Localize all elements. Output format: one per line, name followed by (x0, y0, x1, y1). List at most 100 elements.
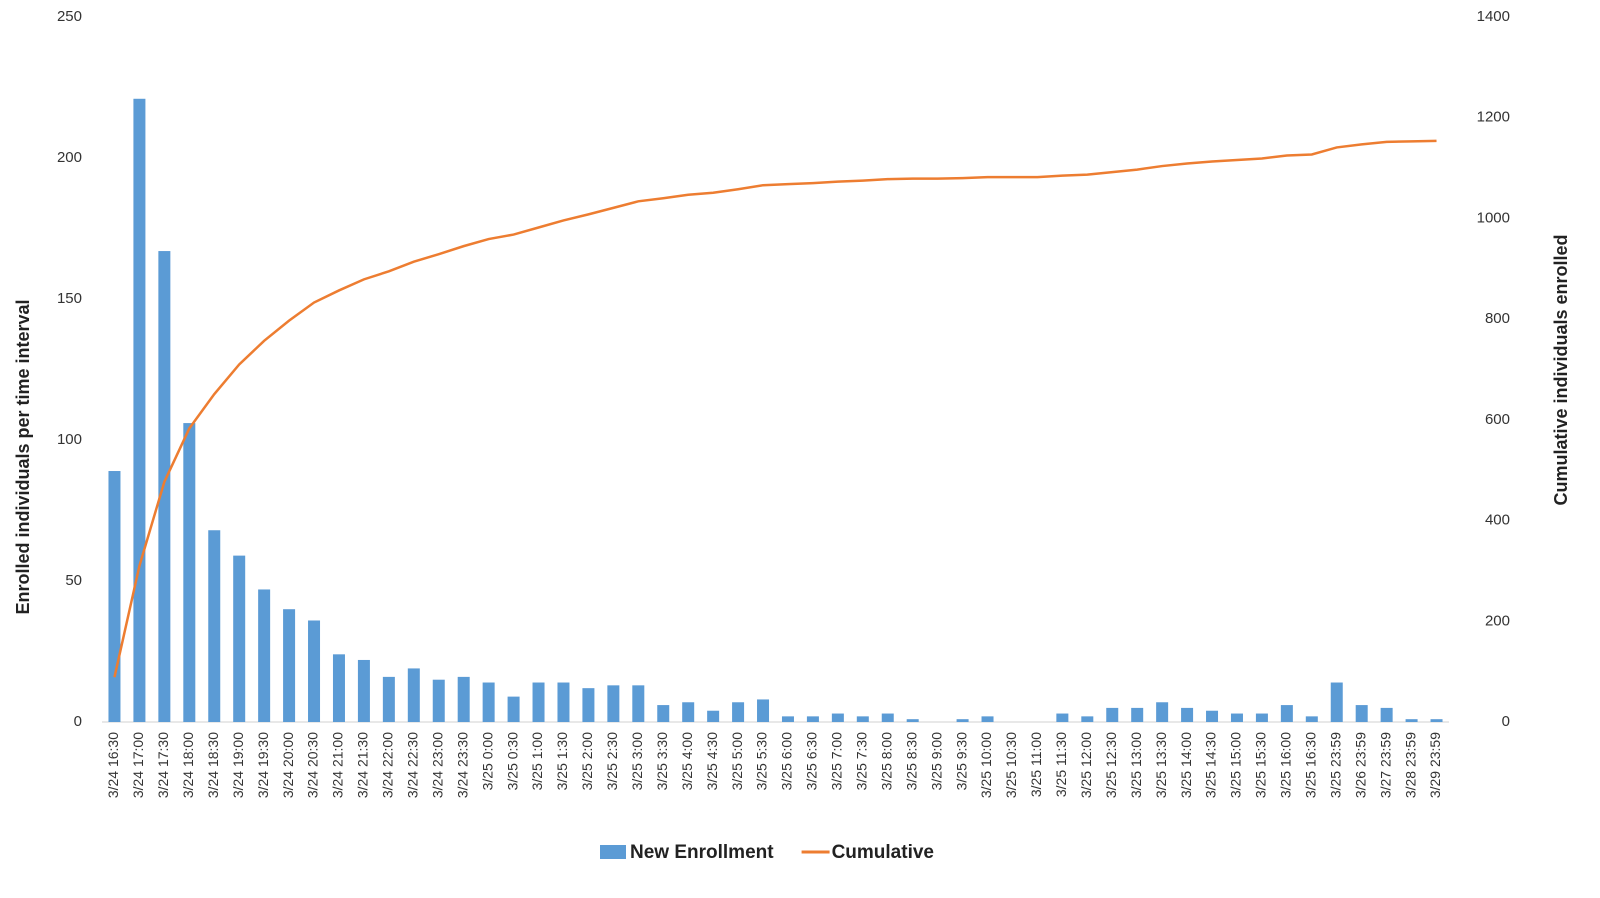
y-tick-label: 0 (74, 713, 82, 730)
bar (183, 423, 196, 722)
bar (1430, 719, 1443, 722)
bar (332, 654, 345, 722)
x-tick-label: 3/26 23:59 (1352, 732, 1368, 798)
bar (1280, 705, 1293, 722)
bar (133, 98, 146, 722)
x-tick-label: 3/25 13:00 (1128, 732, 1144, 798)
x-tick-label: 3/25 23:59 (1327, 732, 1343, 798)
bar (208, 530, 221, 722)
bar (657, 705, 670, 722)
x-tick-label: 3/25 10:30 (1003, 732, 1019, 798)
x-tick-label: 3/25 8:30 (903, 732, 919, 791)
bar (1131, 707, 1144, 722)
x-tick-label: 3/25 12:00 (1078, 732, 1094, 798)
bar (532, 682, 545, 722)
bar (1206, 710, 1219, 722)
bar (1230, 713, 1243, 722)
bar (158, 251, 171, 722)
y-tick-label: 150 (57, 290, 82, 307)
x-tick-label: 3/25 7:00 (829, 732, 845, 791)
bar (582, 688, 595, 722)
bar (607, 685, 620, 722)
y2-tick-label: 600 (1485, 411, 1510, 428)
bar (981, 716, 994, 722)
x-tick-label: 3/24 17:30 (155, 732, 171, 798)
bar (632, 685, 645, 722)
bar (707, 710, 720, 722)
x-tick-label: 3/25 9:00 (928, 732, 944, 791)
x-tick-label: 3/25 16:30 (1303, 732, 1319, 798)
bar (1106, 707, 1119, 722)
x-tick-label: 3/25 16:00 (1278, 732, 1294, 798)
x-tick-label: 3/25 15:00 (1228, 732, 1244, 798)
x-tick-label: 3/25 4:00 (679, 732, 695, 791)
x-tick-label: 3/25 11:30 (1053, 732, 1069, 797)
bar (407, 668, 420, 722)
x-tick-label: 3/28 23:59 (1402, 732, 1418, 798)
x-tick-label: 3/29 23:59 (1427, 732, 1443, 798)
bar (1380, 707, 1393, 722)
bar (1156, 702, 1169, 722)
y-axis-title: Enrolled individuals per time interval (13, 299, 33, 614)
y-tick-label: 250 (57, 8, 82, 25)
bar (806, 716, 819, 722)
y-tick-label: 100 (57, 431, 82, 448)
y2-axis-title: Cumulative individuals enrolled (1551, 234, 1571, 505)
bar (482, 682, 495, 722)
x-tick-label: 3/25 3:00 (629, 732, 645, 791)
bar (432, 679, 445, 722)
bar (1056, 713, 1069, 722)
bar (1081, 716, 1094, 722)
bar (1255, 713, 1268, 722)
x-tick-label: 3/24 18:30 (205, 732, 221, 798)
x-tick-label: 3/25 9:30 (953, 732, 969, 791)
x-tick-label: 3/25 3:30 (654, 732, 670, 791)
x-tick-label: 3/25 2:00 (579, 732, 595, 791)
bar (757, 699, 770, 722)
x-tick-label: 3/25 15:30 (1253, 732, 1269, 798)
y2-tick-label: 0 (1502, 713, 1510, 730)
bar (233, 555, 246, 722)
x-tick-label: 3/24 20:30 (305, 732, 321, 798)
x-tick-label: 3/25 0:00 (479, 732, 495, 791)
bar (357, 659, 370, 722)
x-tick-label: 3/25 2:30 (604, 732, 620, 791)
x-tick-label: 3/24 20:00 (280, 732, 296, 798)
y2-tick-label: 1400 (1477, 8, 1510, 25)
bar (732, 702, 745, 722)
y-tick-label: 200 (57, 149, 82, 166)
bar (682, 702, 695, 722)
x-tick-label: 3/24 19:00 (230, 732, 246, 798)
y2-tick-label: 1000 (1477, 209, 1510, 226)
bar (258, 589, 271, 722)
bar (1181, 707, 1194, 722)
x-tick-label: 3/25 13:30 (1153, 732, 1169, 798)
x-tick-label: 3/24 18:00 (180, 732, 196, 798)
y-tick-label: 50 (65, 572, 82, 589)
bar (781, 716, 794, 722)
x-tick-label: 3/24 23:00 (429, 732, 445, 798)
x-tick-label: 3/25 1:30 (554, 732, 570, 791)
x-tick-label: 3/24 19:30 (255, 732, 271, 798)
x-tick-label: 3/25 10:00 (978, 732, 994, 798)
bar (283, 609, 296, 722)
y2-tick-label: 800 (1485, 310, 1510, 327)
bar (507, 696, 520, 722)
x-tick-label: 3/25 7:30 (854, 732, 870, 791)
x-tick-label: 3/25 14:30 (1203, 732, 1219, 798)
x-tick-label: 3/25 12:30 (1103, 732, 1119, 798)
bar (557, 682, 570, 722)
x-tick-label: 3/24 17:00 (130, 732, 146, 798)
legend-label: Cumulative (832, 842, 934, 863)
y2-tick-label: 200 (1485, 612, 1510, 629)
bar (881, 713, 894, 722)
bar (956, 719, 969, 722)
bar (1330, 682, 1343, 722)
bar (1305, 716, 1318, 722)
bar (831, 713, 844, 722)
x-tick-label: 3/24 23:30 (454, 732, 470, 798)
x-tick-label: 3/25 1:00 (529, 732, 545, 791)
x-tick-label: 3/24 21:30 (355, 732, 371, 798)
bar (457, 676, 470, 722)
